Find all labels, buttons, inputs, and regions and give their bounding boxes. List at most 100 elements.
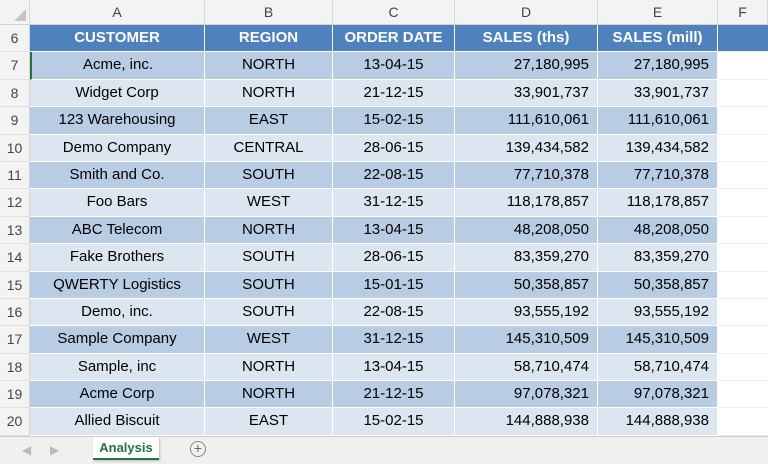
header-sales-mill[interactable]: SALES (mill) — [598, 25, 718, 53]
cell-sales-mill[interactable]: 27,180,995 — [598, 52, 718, 80]
cell-sales-ths[interactable]: 50,358,857 — [455, 271, 598, 299]
cell-region[interactable]: NORTH — [205, 216, 333, 245]
sheet-tab-analysis[interactable]: Analysis — [93, 437, 159, 460]
cell-order-date[interactable]: 15-02-15 — [333, 107, 455, 135]
cell-sales-ths[interactable]: 97,078,321 — [455, 381, 598, 409]
cell-region[interactable]: CENTRAL — [205, 134, 333, 162]
cell[interactable] — [718, 161, 768, 190]
cell-region[interactable]: NORTH — [205, 353, 333, 382]
cell-customer[interactable]: Demo Company — [30, 134, 205, 162]
row-header[interactable]: 14 — [0, 244, 30, 272]
column-header-b[interactable]: B — [205, 0, 333, 24]
cell[interactable] — [718, 216, 768, 245]
cell-region[interactable]: SOUTH — [205, 271, 333, 299]
cell-region[interactable]: NORTH — [205, 381, 333, 409]
cell-customer[interactable]: Sample, inc — [30, 353, 205, 382]
cell[interactable] — [718, 326, 768, 354]
cell-sales-ths[interactable]: 118,178,857 — [455, 189, 598, 217]
cell-customer[interactable]: Fake Brothers — [30, 244, 205, 272]
cell-order-date[interactable]: 13-04-15 — [333, 52, 455, 80]
cell-customer[interactable]: Acme Corp — [30, 381, 205, 409]
scroll-right-icon[interactable]: ▶ — [50, 443, 60, 457]
row-header[interactable]: 15 — [0, 271, 30, 299]
cell-customer[interactable]: Allied Biscuit — [30, 408, 205, 436]
cell-region[interactable]: EAST — [205, 408, 333, 436]
cell-sales-ths[interactable]: 48,208,050 — [455, 216, 598, 245]
cell[interactable] — [718, 134, 768, 162]
cell-sales-mill[interactable]: 93,555,192 — [598, 298, 718, 327]
row-header[interactable]: 7 — [0, 52, 30, 80]
cell[interactable] — [718, 271, 768, 299]
cell-sales-ths[interactable]: 145,310,509 — [455, 326, 598, 354]
cell[interactable] — [718, 408, 768, 436]
cell-order-date[interactable]: 31-12-15 — [333, 326, 455, 354]
cell-customer[interactable]: Widget Corp — [30, 79, 205, 108]
cell-sales-ths[interactable]: 111,610,061 — [455, 107, 598, 135]
cell-order-date[interactable]: 28-06-15 — [333, 244, 455, 272]
cell-order-date[interactable]: 31-12-15 — [333, 189, 455, 217]
cell-customer[interactable]: Sample Company — [30, 326, 205, 354]
cell-sales-mill[interactable]: 50,358,857 — [598, 271, 718, 299]
cell-customer[interactable]: QWERTY Logistics — [30, 271, 205, 299]
cell[interactable] — [718, 353, 768, 382]
cell-customer[interactable]: Demo, inc. — [30, 298, 205, 327]
row-header[interactable]: 9 — [0, 107, 30, 135]
select-all-button[interactable] — [0, 0, 30, 24]
cell-order-date[interactable]: 15-01-15 — [333, 271, 455, 299]
cell-sales-mill[interactable]: 118,178,857 — [598, 189, 718, 217]
cell-sales-ths[interactable]: 33,901,737 — [455, 79, 598, 108]
row-header[interactable]: 20 — [0, 408, 30, 436]
cell[interactable] — [718, 79, 768, 108]
column-header-f[interactable]: F — [718, 0, 768, 24]
cell[interactable] — [718, 381, 768, 409]
cell-sales-ths[interactable]: 27,180,995 — [455, 52, 598, 80]
cell-region[interactable]: SOUTH — [205, 161, 333, 190]
cell-sales-ths[interactable]: 58,710,474 — [455, 353, 598, 382]
row-header[interactable]: 19 — [0, 381, 30, 409]
cell-sales-mill[interactable]: 33,901,737 — [598, 79, 718, 108]
cell-customer[interactable]: ABC Telecom — [30, 216, 205, 245]
plus-circle-icon[interactable]: + — [190, 441, 206, 457]
cell[interactable] — [718, 244, 768, 272]
row-header[interactable]: 13 — [0, 216, 30, 245]
cell-order-date[interactable]: 13-04-15 — [333, 353, 455, 382]
scroll-left-icon[interactable]: ◀ — [22, 443, 32, 457]
cell[interactable] — [718, 189, 768, 217]
cell-sales-ths[interactable]: 83,359,270 — [455, 244, 598, 272]
cell-region[interactable]: WEST — [205, 326, 333, 354]
row-header[interactable]: 8 — [0, 79, 30, 108]
cell[interactable] — [718, 107, 768, 135]
cell-order-date[interactable]: 22-08-15 — [333, 161, 455, 190]
cell-sales-mill[interactable]: 83,359,270 — [598, 244, 718, 272]
cell-region[interactable]: SOUTH — [205, 298, 333, 327]
cell[interactable] — [718, 52, 768, 80]
row-header[interactable]: 10 — [0, 134, 30, 162]
column-header-a[interactable]: A — [30, 0, 205, 24]
cell-sales-mill[interactable]: 145,310,509 — [598, 326, 718, 354]
row-header[interactable]: 16 — [0, 298, 30, 327]
cell-order-date[interactable]: 21-12-15 — [333, 381, 455, 409]
cell-customer[interactable]: 123 Warehousing — [30, 107, 205, 135]
cell-region[interactable]: WEST — [205, 189, 333, 217]
cell-order-date[interactable]: 22-08-15 — [333, 298, 455, 327]
cell-region[interactable]: NORTH — [205, 79, 333, 108]
row-header[interactable]: 12 — [0, 189, 30, 217]
cell-order-date[interactable]: 15-02-15 — [333, 408, 455, 436]
cell-sales-ths[interactable]: 77,710,378 — [455, 161, 598, 190]
column-header-d[interactable]: D — [455, 0, 598, 24]
header-sales-ths[interactable]: SALES (ths) — [455, 25, 598, 53]
row-header[interactable]: 6 — [0, 25, 30, 53]
cell-sales-mill[interactable]: 48,208,050 — [598, 216, 718, 245]
cell-customer[interactable]: Smith and Co. — [30, 161, 205, 190]
cell-sales-mill[interactable]: 58,710,474 — [598, 353, 718, 382]
cell-order-date[interactable]: 13-04-15 — [333, 216, 455, 245]
cell-sales-mill[interactable]: 111,610,061 — [598, 107, 718, 135]
cell[interactable] — [718, 25, 768, 53]
cell-sales-mill[interactable]: 144,888,938 — [598, 408, 718, 436]
cell-sales-mill[interactable]: 139,434,582 — [598, 134, 718, 162]
column-header-e[interactable]: E — [598, 0, 718, 24]
row-header[interactable]: 11 — [0, 161, 30, 190]
header-region[interactable]: REGION — [205, 25, 333, 53]
cell-order-date[interactable]: 28-06-15 — [333, 134, 455, 162]
cell-region[interactable]: NORTH — [205, 52, 333, 80]
